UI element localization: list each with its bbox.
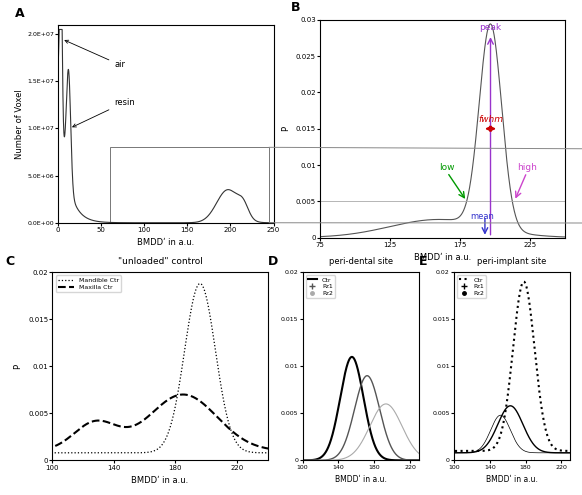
Bar [110, 148, 269, 223]
Line: Mandible Ctr: Mandible Ctr [45, 284, 275, 453]
Maxilla Ctr [221, 422, 228, 428]
Mandible Ctr [221, 403, 228, 409]
Mandible Ctr [225, 421, 232, 427]
Legend: Ctr, Pz1, Pz2: Ctr, Pz1, Pz2 [457, 275, 486, 298]
Maxilla Ctr [200, 401, 207, 407]
Title: peri-dental site: peri-dental site [329, 257, 393, 266]
Text: fwhm: fwhm [478, 115, 503, 124]
Maxilla Ctr [134, 421, 141, 427]
Legend: Mandible Ctr, Maxilla Ctr: Mandible Ctr, Maxilla Ctr [55, 275, 121, 293]
Maxilla Ctr [179, 392, 186, 397]
Mandible Ctr [197, 281, 204, 287]
Maxilla Ctr [272, 446, 279, 452]
Text: B: B [291, 1, 300, 14]
Mandible Ctr [134, 450, 141, 456]
Mandible Ctr [41, 450, 48, 456]
Text: A: A [15, 7, 25, 20]
Text: E: E [419, 255, 428, 268]
X-axis label: BMDDʹ in a.u.: BMDDʹ in a.u. [137, 239, 194, 248]
Text: D: D [268, 255, 278, 268]
Text: air: air [65, 40, 125, 69]
Maxilla Ctr [65, 435, 72, 441]
X-axis label: BMDDʹ in a.u.: BMDDʹ in a.u. [335, 475, 387, 484]
Text: C: C [5, 255, 14, 268]
Mandible Ctr [143, 449, 150, 455]
Text: resin: resin [73, 98, 135, 127]
X-axis label: BMDDʹ in a.u.: BMDDʹ in a.u. [132, 476, 189, 485]
Line: Maxilla Ctr: Maxilla Ctr [45, 395, 275, 449]
X-axis label: BMDDʹ in a.u.: BMDDʹ in a.u. [486, 475, 538, 484]
Mandible Ctr [200, 285, 207, 291]
Title: peri-implant site: peri-implant site [477, 257, 547, 266]
Legend: Ctr, Pz1, Pz2: Ctr, Pz1, Pz2 [306, 275, 335, 298]
Text: peak: peak [480, 23, 502, 32]
Mandible Ctr [272, 450, 279, 456]
Title: "unloaded" control: "unloaded" control [118, 257, 203, 266]
Text: mean: mean [470, 212, 494, 221]
Y-axis label: P: P [13, 364, 23, 369]
Maxilla Ctr [225, 426, 232, 432]
Mandible Ctr [65, 450, 72, 456]
X-axis label: BMDDʹ in a.u.: BMDDʹ in a.u. [414, 253, 471, 262]
Y-axis label: P: P [281, 126, 290, 131]
Y-axis label: Number of Voxel: Number of Voxel [15, 89, 24, 158]
Maxilla Ctr [41, 446, 48, 452]
Text: low: low [439, 163, 455, 172]
Text: high: high [517, 163, 537, 172]
Maxilla Ctr [143, 415, 150, 421]
